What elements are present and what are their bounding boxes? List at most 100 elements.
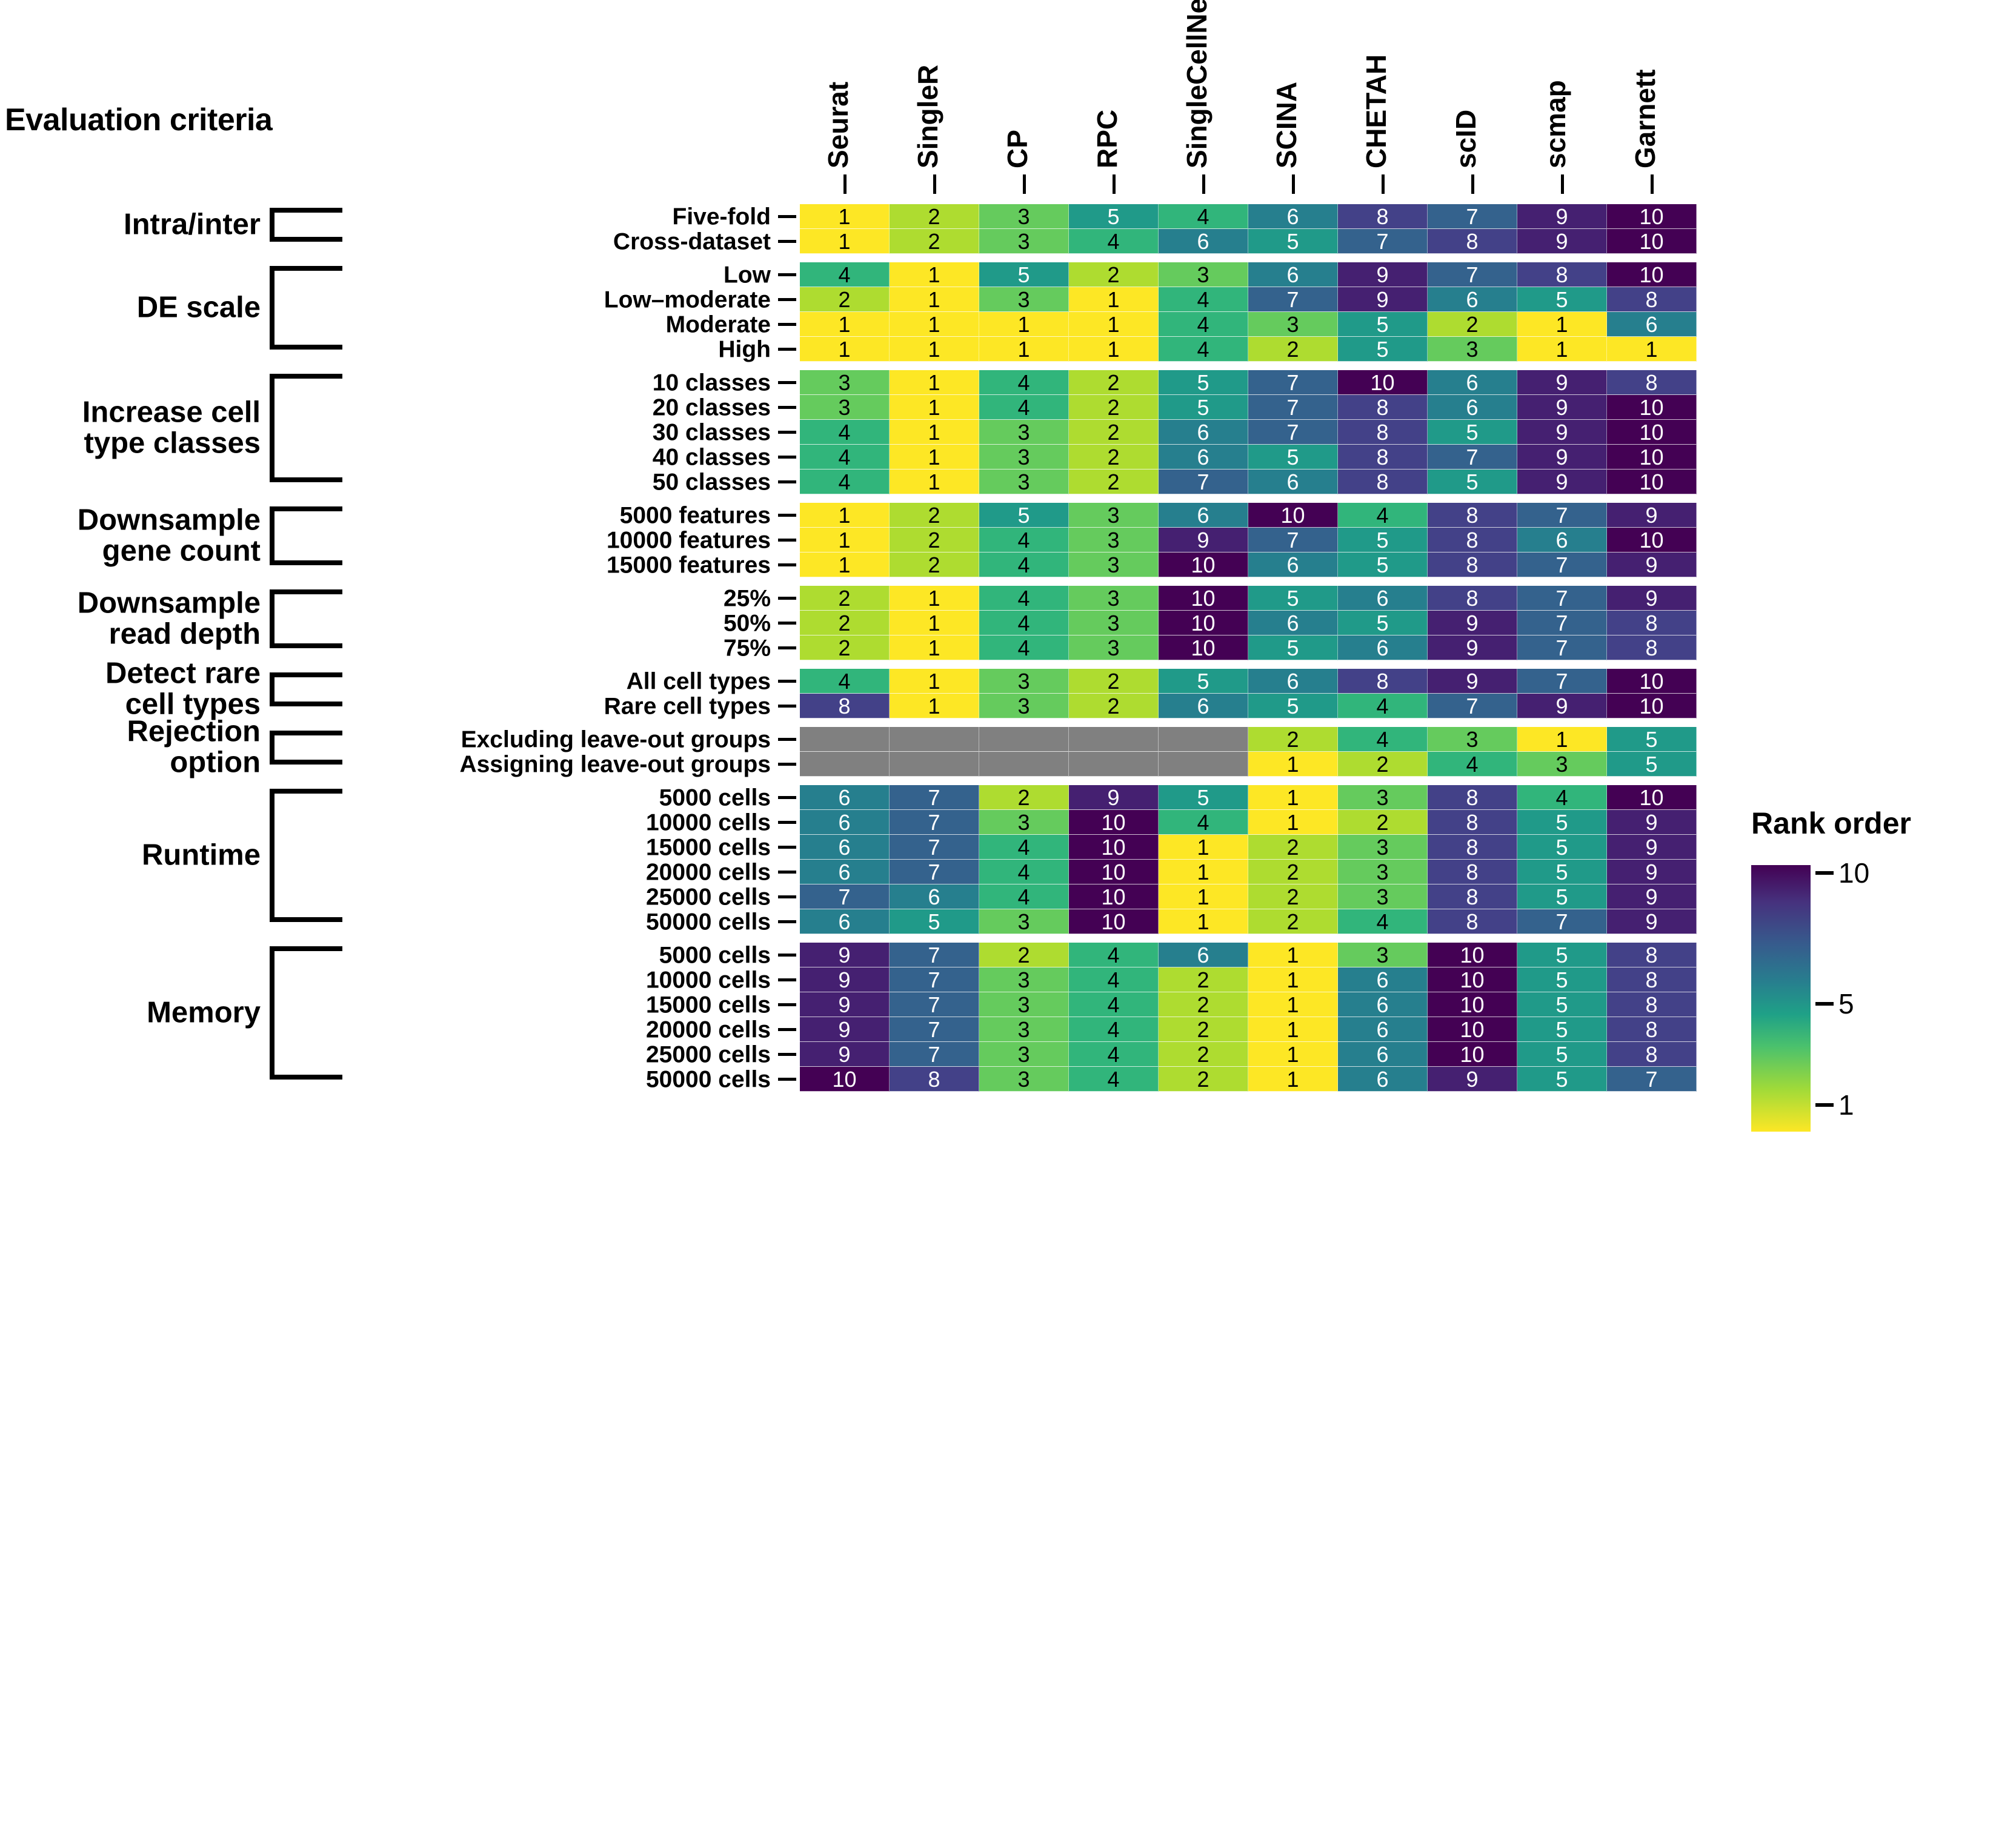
heatmap-cell[interactable]: 5 (1159, 669, 1248, 694)
heatmap-cell[interactable]: 9 (1428, 611, 1517, 635)
heatmap-cell[interactable]: 4 (979, 835, 1069, 860)
heatmap-cell[interactable]: 9 (1607, 884, 1697, 909)
heatmap-cell[interactable]: 10 (1069, 835, 1159, 860)
heatmap-cell[interactable]: 1 (1248, 752, 1338, 777)
heatmap-cell[interactable]: 8 (1607, 635, 1697, 660)
heatmap-cell[interactable]: 8 (1338, 445, 1428, 469)
heatmap-cell[interactable]: 10 (1428, 992, 1517, 1017)
heatmap-cell[interactable]: 2 (1069, 395, 1159, 420)
heatmap-cell[interactable]: 4 (1338, 694, 1428, 718)
heatmap-cell[interactable]: 4 (979, 370, 1069, 395)
heatmap-cell[interactable]: 4 (979, 611, 1069, 635)
heatmap-cell[interactable]: 9 (800, 992, 890, 1017)
heatmap-cell[interactable]: 10 (1428, 1017, 1517, 1042)
heatmap-cell[interactable]: 4 (1069, 1042, 1159, 1067)
heatmap-cell[interactable]: 1 (800, 552, 890, 577)
heatmap-cell[interactable]: 4 (800, 469, 890, 494)
heatmap-cell[interactable]: 3 (1517, 752, 1607, 777)
heatmap-cell[interactable]: 3 (979, 909, 1069, 934)
heatmap-cell[interactable]: 7 (1607, 1067, 1697, 1092)
heatmap-cell[interactable]: 1 (890, 312, 979, 337)
heatmap-cell[interactable]: 1 (1248, 943, 1338, 967)
heatmap-cell[interactable] (1069, 727, 1159, 752)
heatmap-cell[interactable]: 1 (1159, 909, 1248, 934)
heatmap-cell[interactable]: 8 (1428, 528, 1517, 552)
heatmap-cell[interactable]: 2 (1248, 727, 1338, 752)
heatmap-cell[interactable]: 10 (1607, 229, 1697, 254)
heatmap-cell[interactable]: 7 (890, 943, 979, 967)
heatmap-cell[interactable]: 3 (1338, 785, 1428, 810)
heatmap-cell[interactable]: 1 (890, 395, 979, 420)
heatmap-cell[interactable]: 9 (1517, 420, 1607, 445)
heatmap-cell[interactable]: 6 (1248, 552, 1338, 577)
heatmap-cell[interactable]: 5 (1159, 395, 1248, 420)
heatmap-cell[interactable]: 1 (890, 337, 979, 362)
heatmap-cell[interactable]: 8 (1428, 884, 1517, 909)
heatmap-cell[interactable]: 1 (800, 528, 890, 552)
heatmap-cell[interactable]: 5 (1428, 420, 1517, 445)
heatmap-cell[interactable]: 8 (1517, 262, 1607, 287)
heatmap-cell[interactable]: 4 (1517, 785, 1607, 810)
heatmap-cell[interactable]: 10 (1607, 395, 1697, 420)
heatmap-cell[interactable]: 6 (1338, 1067, 1428, 1092)
heatmap-cell[interactable]: 9 (1338, 262, 1428, 287)
heatmap-cell[interactable]: 8 (1338, 204, 1428, 229)
heatmap-cell[interactable]: 3 (1338, 860, 1428, 884)
heatmap-cell[interactable]: 7 (1517, 635, 1607, 660)
heatmap-cell[interactable]: 1 (890, 287, 979, 312)
heatmap-cell[interactable]: 4 (1069, 1017, 1159, 1042)
heatmap-cell[interactable]: 7 (1428, 694, 1517, 718)
heatmap-cell[interactable]: 1 (1517, 727, 1607, 752)
heatmap-cell[interactable]: 5 (1338, 312, 1428, 337)
heatmap-cell[interactable]: 6 (1248, 669, 1338, 694)
heatmap-cell[interactable]: 8 (1428, 785, 1517, 810)
heatmap-cell[interactable]: 4 (1428, 752, 1517, 777)
heatmap-cell[interactable]: 4 (979, 552, 1069, 577)
heatmap-cell[interactable]: 1 (890, 445, 979, 469)
heatmap-cell[interactable]: 3 (1069, 635, 1159, 660)
heatmap-cell[interactable]: 5 (1338, 552, 1428, 577)
heatmap-cell[interactable]: 10 (800, 1067, 890, 1092)
heatmap-cell[interactable]: 2 (1069, 694, 1159, 718)
heatmap-cell[interactable]: 8 (1607, 287, 1697, 312)
heatmap-cell[interactable]: 1 (1607, 337, 1697, 362)
heatmap-cell[interactable]: 10 (1069, 810, 1159, 835)
heatmap-cell[interactable]: 2 (1069, 445, 1159, 469)
heatmap-cell[interactable]: 10 (1159, 586, 1248, 611)
heatmap-cell[interactable]: 7 (890, 785, 979, 810)
heatmap-cell[interactable]: 7 (1428, 262, 1517, 287)
heatmap-cell[interactable]: 8 (1338, 669, 1428, 694)
heatmap-cell[interactable]: 1 (800, 503, 890, 528)
heatmap-cell[interactable]: 1 (1159, 835, 1248, 860)
heatmap-cell[interactable]: 8 (890, 1067, 979, 1092)
heatmap-cell[interactable]: 8 (1428, 229, 1517, 254)
heatmap-cell[interactable]: 5 (1607, 752, 1697, 777)
heatmap-cell[interactable] (890, 752, 979, 777)
heatmap-cell[interactable]: 1 (1069, 312, 1159, 337)
heatmap-cell[interactable]: 2 (1159, 1042, 1248, 1067)
heatmap-cell[interactable]: 4 (1159, 204, 1248, 229)
heatmap-cell[interactable]: 4 (800, 420, 890, 445)
heatmap-cell[interactable]: 4 (979, 528, 1069, 552)
heatmap-cell[interactable]: 7 (1248, 287, 1338, 312)
heatmap-cell[interactable]: 3 (979, 1017, 1069, 1042)
heatmap-cell[interactable]: 4 (800, 445, 890, 469)
heatmap-cell[interactable]: 3 (1069, 611, 1159, 635)
heatmap-cell[interactable]: 5 (1607, 727, 1697, 752)
heatmap-cell[interactable]: 2 (890, 528, 979, 552)
heatmap-cell[interactable]: 3 (979, 810, 1069, 835)
heatmap-cell[interactable]: 10 (1069, 860, 1159, 884)
heatmap-cell[interactable]: 8 (1428, 909, 1517, 934)
heatmap-cell[interactable]: 2 (800, 635, 890, 660)
heatmap-cell[interactable]: 5 (1517, 1042, 1607, 1067)
heatmap-cell[interactable]: 6 (800, 835, 890, 860)
heatmap-cell[interactable]: 6 (1428, 395, 1517, 420)
heatmap-cell[interactable]: 5 (1517, 835, 1607, 860)
heatmap-cell[interactable]: 10 (1607, 528, 1697, 552)
heatmap-cell[interactable]: 9 (1607, 552, 1697, 577)
heatmap-cell[interactable]: 5 (979, 262, 1069, 287)
heatmap-cell[interactable]: 4 (1069, 967, 1159, 992)
heatmap-cell[interactable]: 7 (1517, 909, 1607, 934)
heatmap-cell[interactable]: 8 (1607, 992, 1697, 1017)
heatmap-cell[interactable]: 8 (1338, 395, 1428, 420)
